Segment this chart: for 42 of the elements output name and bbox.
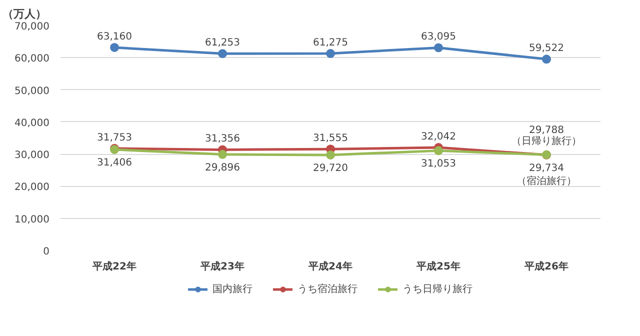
data-label: 32,042 xyxy=(421,132,456,143)
data-label: 29,734 xyxy=(529,162,564,174)
legend-label: 国内旅行 xyxy=(212,282,252,296)
y-tick-label: 20,000 xyxy=(14,182,50,194)
point xyxy=(326,150,335,160)
annotation: （宿泊旅行） xyxy=(516,174,576,187)
x-tick-label: 平成26年 xyxy=(524,260,568,272)
data-label: 31,053 xyxy=(421,158,456,170)
y-tick-label: 10,000 xyxy=(14,214,50,226)
data-label: 61,253 xyxy=(205,38,240,49)
point xyxy=(218,150,227,159)
data-label: 31,555 xyxy=(313,133,348,144)
data-label: 63,095 xyxy=(421,32,456,43)
point xyxy=(110,42,119,52)
legend-label: うち宿泊旅行 xyxy=(298,282,358,296)
x-tick-label: 平成25年 xyxy=(416,260,460,272)
y-tick-label: 60,000 xyxy=(14,54,50,65)
x-tick-label: 平成23年 xyxy=(200,260,244,272)
data-label: 31,753 xyxy=(97,132,132,144)
point xyxy=(218,49,227,58)
y-tick-label: 70,000 xyxy=(14,22,50,32)
x-tick-label: 平成24年 xyxy=(308,260,352,272)
data-label: 29,720 xyxy=(313,162,348,174)
data-label: 63,160 xyxy=(97,31,132,42)
point xyxy=(434,43,443,52)
y-axis-title: （万人） xyxy=(2,8,46,20)
point xyxy=(542,54,551,64)
y-tick-label: 50,000 xyxy=(14,86,50,97)
y-tick-label: 30,000 xyxy=(14,150,50,162)
x-tick-label: 平成22年 xyxy=(92,260,136,272)
data-label: 29,896 xyxy=(205,162,240,174)
annotation: （日帰り旅行） xyxy=(512,134,582,147)
point xyxy=(326,49,335,58)
y-tick-label: 0 xyxy=(43,246,50,258)
data-label: 31,406 xyxy=(97,158,132,169)
y-tick-label: 40,000 xyxy=(14,118,50,129)
data-label: 59,522 xyxy=(529,43,564,54)
data-label: 29,788 xyxy=(529,124,564,136)
point xyxy=(434,146,443,156)
data-label: 61,275 xyxy=(313,38,348,49)
legend-label: うち日帰り旅行 xyxy=(402,282,472,296)
data-label: 31,356 xyxy=(205,134,240,145)
